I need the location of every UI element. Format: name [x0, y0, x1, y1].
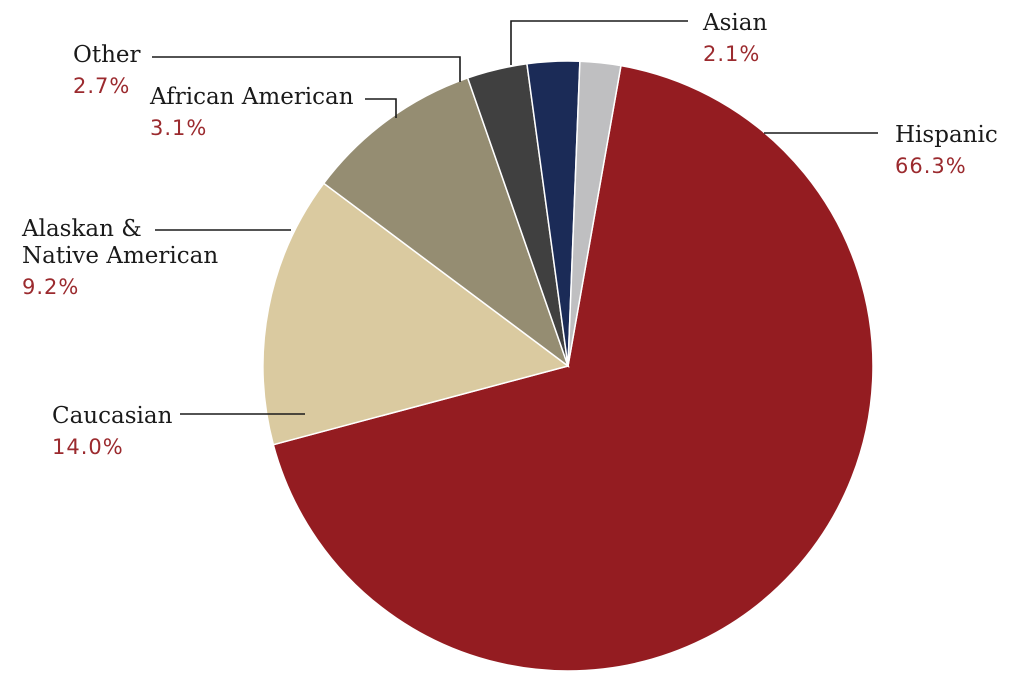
slice-value-other: 2.7%	[73, 74, 130, 98]
slice-label-caucasian: Caucasian	[52, 403, 173, 429]
slice-value-hispanic: 66.3%	[895, 154, 967, 178]
pie-slices	[262, 60, 874, 672]
pie-slice-asian	[567, 60, 622, 367]
leader-line-asian	[510, 20, 688, 65]
slice-value-asian: 2.1%	[703, 42, 760, 66]
pie-slice-alaskan-native-american	[322, 77, 570, 369]
pie-slice-caucasian	[262, 182, 570, 446]
pie-slice-hispanic	[272, 64, 874, 672]
slice-value-alaskan-native-american: 9.2%	[22, 275, 79, 299]
slice-label-asian: Asian	[702, 10, 767, 36]
slice-label-other: Other	[73, 42, 141, 68]
slice-labels: Hispanic 66.3% Caucasian 14.0% Alaskan & Nati…	[21, 10, 998, 459]
slice-label-alaskan-native-american: Alaskan & Native American	[21, 216, 218, 269]
slice-value-caucasian: 14.0%	[52, 435, 124, 459]
leader-line-other	[152, 56, 461, 82]
slice-label-african-american: African American	[149, 84, 354, 110]
slice-label-hispanic: Hispanic	[895, 122, 998, 148]
leader-line-african-american	[365, 98, 397, 118]
slice-value-african-american: 3.1%	[150, 116, 207, 140]
leader-lines	[152, 20, 878, 415]
